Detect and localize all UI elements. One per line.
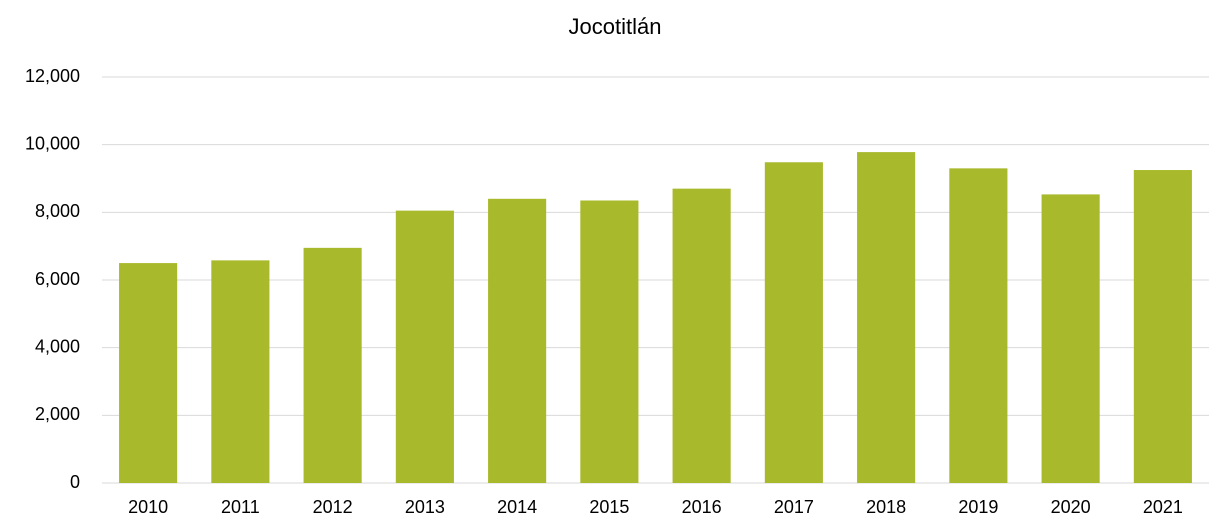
x-tick-label: 2011: [221, 497, 260, 517]
bar: [580, 200, 639, 483]
x-tick-label: 2016: [682, 497, 722, 517]
x-tick-label: 2020: [1051, 497, 1091, 517]
bar: [303, 247, 362, 483]
x-tick-label: 2018: [866, 497, 906, 517]
x-tick-label: 2017: [774, 497, 814, 517]
x-tick-label: 2013: [405, 497, 445, 517]
bar: [395, 210, 454, 483]
y-tick-label: 10,000: [25, 133, 80, 153]
bar: [1133, 170, 1192, 483]
x-tick-label: 2012: [313, 497, 353, 517]
y-tick-label: 6,000: [35, 269, 80, 289]
bar: [119, 263, 178, 483]
bar: [1041, 194, 1100, 483]
bar: [764, 162, 823, 483]
x-tick-label: 2014: [497, 497, 537, 517]
x-tick-label: 2010: [128, 497, 168, 517]
y-tick-label: 12,000: [25, 66, 80, 86]
bar: [211, 260, 270, 483]
chart-title: Jocotitlán: [569, 14, 662, 39]
bar: [672, 188, 731, 483]
bar: [949, 168, 1008, 483]
bar: [488, 198, 547, 484]
y-tick-label: 0: [70, 472, 80, 492]
y-tick-label: 2,000: [35, 404, 80, 424]
x-tick-label: 2015: [589, 497, 629, 517]
bar: [857, 152, 916, 484]
x-tick-label: 2021: [1143, 497, 1183, 517]
y-tick-label: 4,000: [35, 336, 80, 356]
y-tick-label: 8,000: [35, 201, 80, 221]
x-tick-label: 2019: [958, 497, 998, 517]
